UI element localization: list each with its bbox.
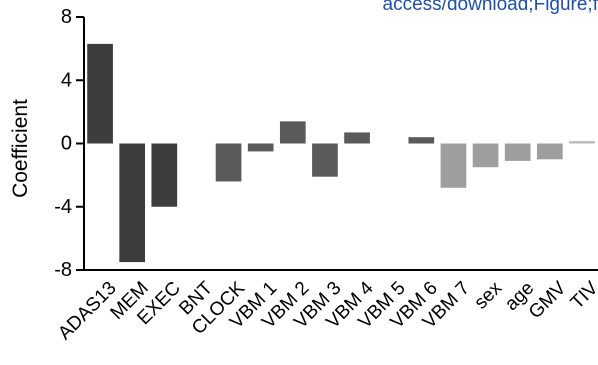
figure-download-link[interactable]: access/download;Figure;f <box>382 0 598 15</box>
bar-vbm-6 <box>408 137 435 144</box>
y-tick-label: 4 <box>61 69 72 91</box>
x-tick-label: TIV <box>567 278 598 314</box>
bar-sex <box>472 143 499 168</box>
bar-age <box>504 143 531 161</box>
y-tick-label: -8 <box>54 259 72 281</box>
bar-clock <box>215 143 242 182</box>
y-tick-label: -4 <box>54 196 72 218</box>
bars-layer <box>87 43 595 263</box>
bar-vbm-2 <box>279 121 306 144</box>
bar-vbm-4 <box>344 132 370 144</box>
x-tick-label: sex <box>470 277 506 313</box>
axes-layer <box>76 16 598 271</box>
bar-tiv <box>569 141 595 144</box>
bar-exec <box>151 143 178 207</box>
bar-vbm-1 <box>247 143 274 152</box>
x-tick-label: GMV <box>525 278 571 324</box>
bar-mem <box>119 143 146 263</box>
y-axis-label: Coefficient <box>9 99 32 198</box>
bar-gmv <box>536 143 563 160</box>
y-tick-label: 0 <box>61 133 72 155</box>
bar-vbm-7 <box>440 143 467 188</box>
y-tick-label: 8 <box>61 6 72 28</box>
bar-adas13 <box>87 43 113 144</box>
bar-vbm-3 <box>312 143 338 177</box>
